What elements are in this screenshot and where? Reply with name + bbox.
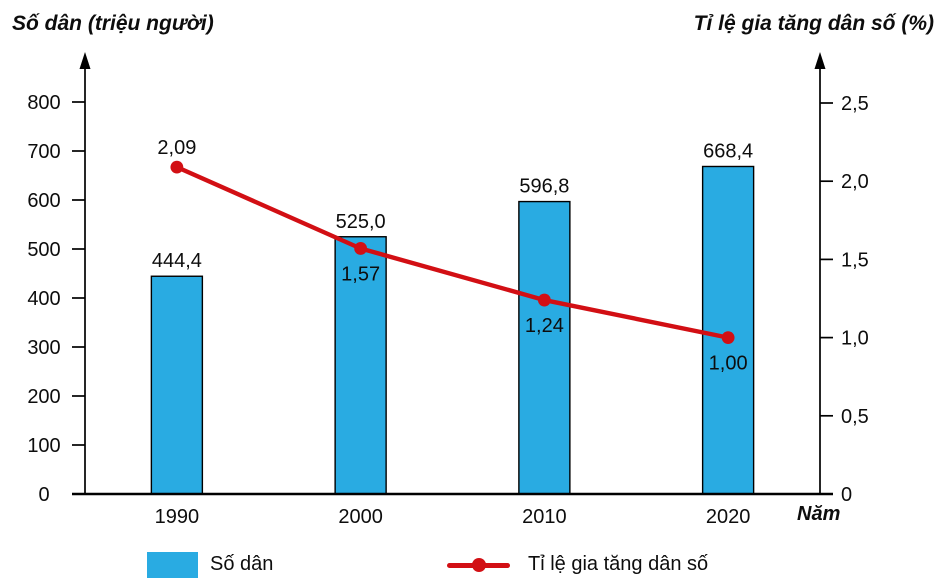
right-axis-arrow-icon [814, 52, 826, 69]
legend-bar-swatch [147, 552, 198, 578]
left-axis-tick-label: 400 [27, 288, 60, 310]
bar-value-label: 444,4 [152, 250, 202, 272]
x-axis-tick-label: 2010 [522, 506, 567, 528]
x-axis-title: Năm [797, 503, 841, 525]
left-axis-tick-label: 0 [38, 484, 49, 506]
growth-line [174, 164, 731, 340]
population-bar [518, 200, 571, 495]
legend-line-swatch [447, 558, 510, 572]
growth-point [170, 160, 184, 174]
right-axis-tick-label: 0 [841, 484, 852, 506]
right-axis-tick-label: 1,5 [841, 249, 869, 271]
bar-value-label: 525,0 [336, 211, 386, 233]
bar-value-label: 596,8 [519, 176, 569, 198]
x-axis-tick-label: 2000 [338, 506, 383, 528]
x-axis-tick-label: 1990 [155, 506, 200, 528]
point-value-label: 2,09 [157, 137, 196, 159]
growth-point [721, 331, 735, 344]
left-axis-tick-label: 100 [27, 435, 60, 457]
plot-area: 444,4 525,0 596,8 668,4 0 100 200 300 400 500 600 7… [27, 52, 869, 528]
bar-value-label: 668,4 [703, 140, 753, 162]
x-axis-tick-label: 2020 [706, 506, 751, 528]
point-value-label: 1,24 [525, 315, 564, 337]
population-bar [701, 165, 755, 495]
point-value-label: 1,00 [709, 353, 748, 375]
left-axis-tick-label: 300 [27, 337, 60, 359]
legend: Số dân Tỉ lệ gia tăng dân số [0, 540, 950, 588]
left-axis-tick-label: 700 [27, 141, 60, 163]
left-axis-tick-label: 500 [27, 239, 60, 261]
growth-point [537, 293, 551, 307]
right-axis-tick-label: 2,5 [841, 93, 869, 115]
right-axis-tick-label: 0,5 [841, 406, 869, 428]
left-axis-tick-label: 600 [27, 190, 60, 212]
left-axis-arrow-icon [79, 52, 91, 69]
population-bar [150, 275, 204, 495]
left-axis-title: Số dân (triệu người) [12, 12, 214, 35]
left-axis-tick-label: 800 [27, 92, 60, 114]
legend-bar-label: Số dân [210, 553, 274, 575]
right-axis-tick-label: 2,0 [841, 171, 869, 193]
point-value-label: 1,57 [341, 263, 380, 285]
growth-point [354, 242, 368, 255]
legend-line-label: Tỉ lệ gia tăng dân số [528, 553, 709, 575]
left-axis-tick-label: 200 [27, 386, 60, 408]
legend-line-dot-icon [472, 558, 486, 572]
right-axis-title: Tỉ lệ gia tăng dân số (%) [693, 12, 934, 35]
population-bar [334, 236, 387, 495]
right-axis-tick-label: 1,0 [841, 328, 869, 350]
